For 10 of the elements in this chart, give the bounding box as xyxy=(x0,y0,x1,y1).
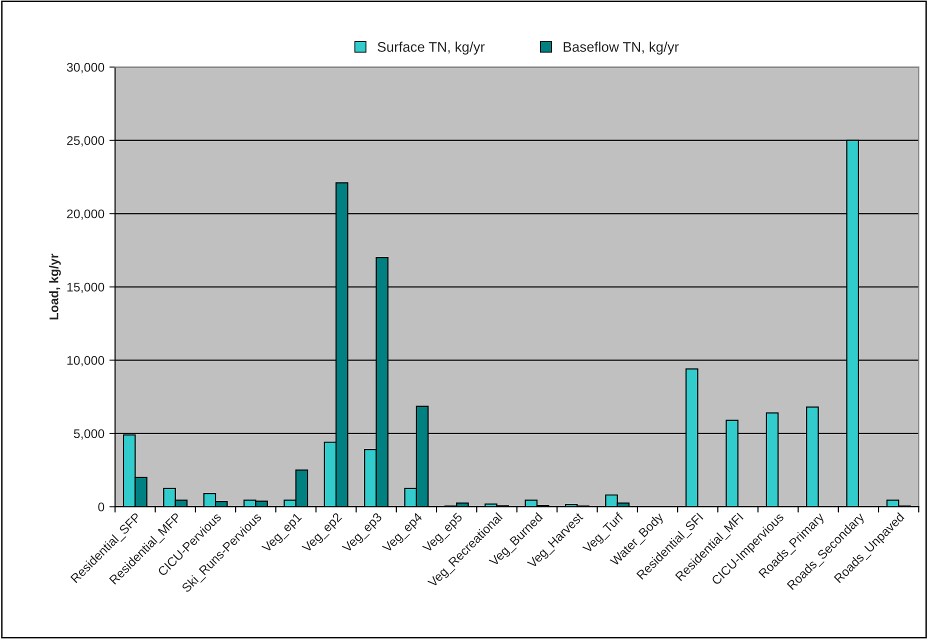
y-tick-label: 5,000 xyxy=(74,429,104,440)
legend-label: Surface TN, kg/yr xyxy=(378,42,485,55)
y-tick-label: 25,000 xyxy=(67,136,104,146)
legend-label: Baseflow TN, kg/yr xyxy=(564,42,679,55)
y-tick-label: 0 xyxy=(98,502,104,512)
y-axis-title: Load, kg/yr xyxy=(49,254,61,320)
y-tick-label: 15,000 xyxy=(67,282,104,294)
y-tick-label: 30,000 xyxy=(66,62,104,74)
y-tick-label: 10,000 xyxy=(67,356,104,366)
y-tick-label: 20,000 xyxy=(67,209,104,220)
